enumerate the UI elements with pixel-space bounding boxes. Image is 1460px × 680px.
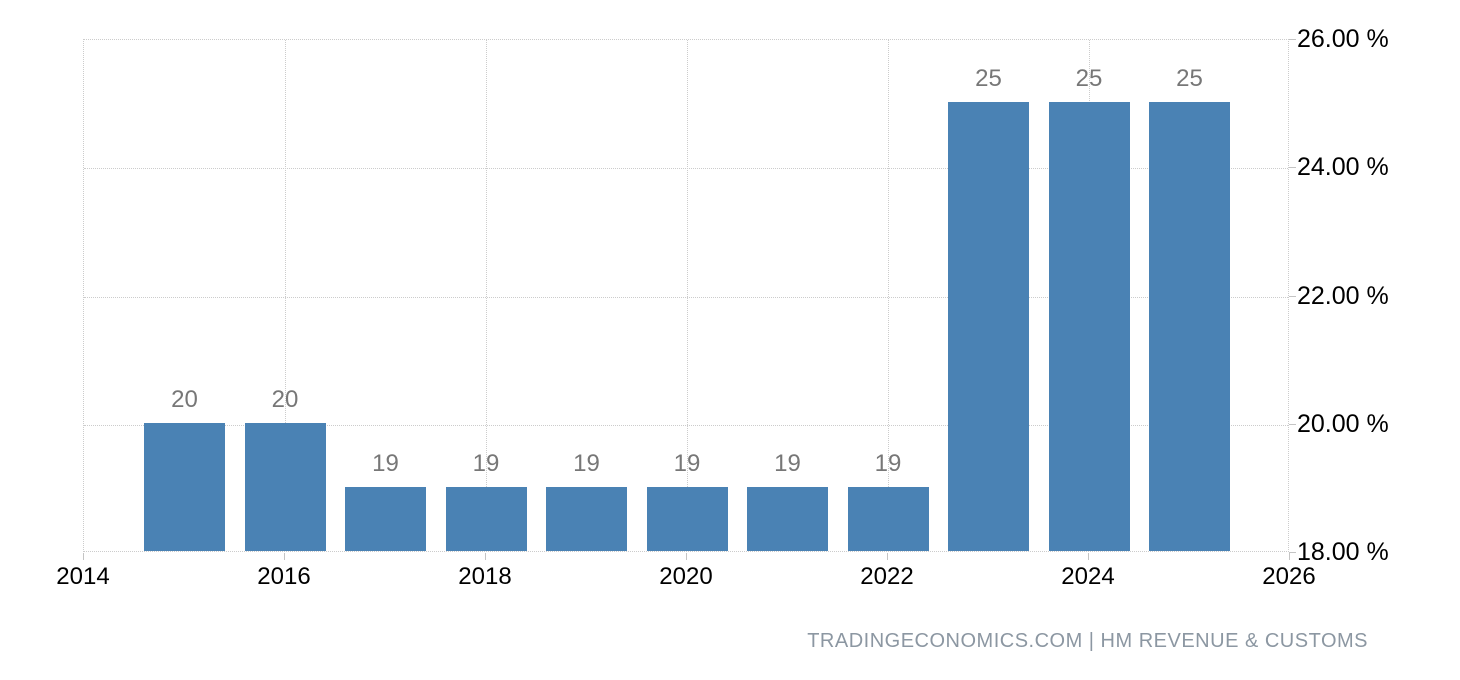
bar[interactable] bbox=[948, 102, 1029, 551]
bar-value-label: 19 bbox=[874, 449, 902, 477]
x-axis-tick-label: 2014 bbox=[56, 563, 110, 590]
x-axis-tick-label: 2020 bbox=[659, 563, 713, 590]
x-axis-tick-label: 2022 bbox=[860, 563, 914, 590]
bar[interactable] bbox=[546, 486, 627, 551]
x-axis-tick-label: 2026 bbox=[1262, 563, 1316, 590]
x-axis-tick-mark bbox=[83, 553, 84, 560]
v-gridline bbox=[285, 40, 286, 551]
y-axis-tick-label: 26.00 % bbox=[1297, 25, 1389, 53]
x-axis-tick-label: 2024 bbox=[1061, 563, 1115, 590]
x-axis-tick-mark bbox=[284, 553, 285, 560]
x-axis-tick-label: 2016 bbox=[257, 563, 311, 590]
h-gridline bbox=[84, 424, 1288, 426]
x-axis-tick-mark bbox=[1088, 553, 1089, 560]
x-axis-tick-mark bbox=[686, 553, 687, 560]
v-gridline bbox=[486, 40, 487, 551]
bar[interactable] bbox=[445, 486, 527, 551]
bar[interactable] bbox=[244, 422, 326, 551]
v-gridline bbox=[888, 40, 889, 551]
y-axis-tick-label: 24.00 % bbox=[1297, 153, 1389, 182]
v-gridline bbox=[687, 40, 688, 551]
y-axis-tick-mark bbox=[1289, 423, 1296, 425]
plot-area: 20 20 19 19 19 19 19 19 25 25 25 bbox=[83, 39, 1289, 552]
y-axis-tick-mark bbox=[1289, 167, 1296, 169]
attribution-text: TRADINGECONOMICS.COM | HM REVENUE & CUST… bbox=[807, 630, 1368, 652]
x-axis-tick-mark bbox=[887, 553, 888, 560]
bar-value-label: 19 bbox=[372, 449, 399, 477]
y-axis-tick-mark bbox=[1289, 552, 1296, 553]
bar[interactable] bbox=[345, 486, 426, 551]
bar[interactable] bbox=[1149, 102, 1230, 551]
bar-value-label: 19 bbox=[673, 449, 701, 477]
bar-value-label: 20 bbox=[171, 385, 198, 413]
bar[interactable] bbox=[747, 486, 828, 551]
y-axis-tick-label: 22.00 % bbox=[1297, 281, 1389, 310]
y-axis-tick-mark bbox=[1289, 39, 1296, 40]
y-axis-tick-mark bbox=[1289, 295, 1296, 297]
bar-value-label: 19 bbox=[774, 449, 801, 477]
x-axis-tick-label: 2018 bbox=[458, 563, 512, 590]
bar-value-label: 20 bbox=[271, 385, 299, 413]
x-axis-tick-mark bbox=[1289, 553, 1290, 560]
h-gridline bbox=[84, 168, 1288, 170]
bar-value-label: 19 bbox=[573, 449, 600, 477]
bar[interactable] bbox=[1048, 102, 1130, 551]
bar[interactable] bbox=[646, 486, 728, 551]
y-axis-tick-label: 20.00 % bbox=[1297, 409, 1389, 438]
bar-value-label: 25 bbox=[1176, 65, 1203, 93]
bar[interactable] bbox=[847, 486, 929, 551]
bar-value-label: 25 bbox=[1075, 65, 1103, 93]
bar[interactable] bbox=[144, 422, 225, 551]
y-axis-tick-label: 18.00 % bbox=[1297, 538, 1389, 566]
bar-value-label: 19 bbox=[472, 449, 500, 477]
h-gridline bbox=[84, 296, 1288, 298]
x-axis-tick-mark bbox=[485, 553, 486, 560]
bar-value-label: 25 bbox=[975, 65, 1002, 93]
